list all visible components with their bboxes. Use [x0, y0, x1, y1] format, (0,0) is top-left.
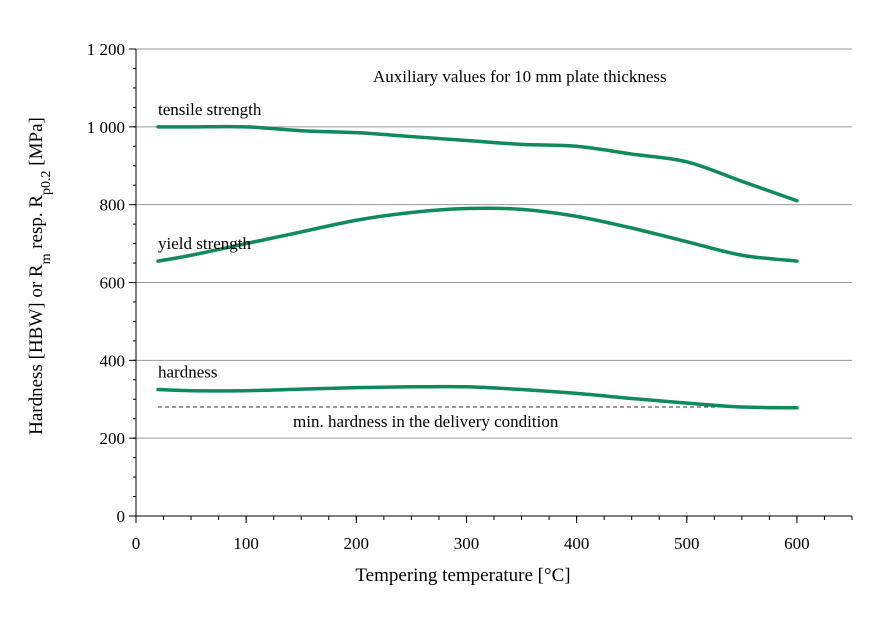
- series-labels: tensile strength yield strength hardness: [158, 100, 262, 382]
- x-tick-label: 500: [674, 534, 700, 553]
- reference-line-label: min. hardness in the delivery condition: [293, 412, 559, 431]
- x-tick-label: 600: [784, 534, 810, 553]
- tensile-strength-label: tensile strength: [158, 100, 262, 119]
- y-axis-title: Hardness [HBW] or Rm resp. Rp0.2 [MPa]: [26, 117, 54, 435]
- x-tick-label: 0: [132, 534, 141, 553]
- y-tick-label: 600: [100, 274, 126, 293]
- x-tick-label: 200: [344, 534, 370, 553]
- y-tick-label: 200: [100, 429, 126, 448]
- series-group: [156, 124, 799, 410]
- reference-line-group: min. hardness in the delivery condition: [158, 406, 797, 431]
- hardness-label: hardness: [158, 363, 217, 382]
- x-tick-labels: 0 100 200 300 400 500 600: [132, 516, 810, 553]
- x-axis-title: Tempering temperature [°C]: [355, 565, 570, 586]
- y-tick-label: 1 000: [87, 118, 125, 137]
- x-tick-label: 100: [233, 534, 259, 553]
- x-tick-label: 400: [564, 534, 590, 553]
- y-tick-label: 800: [100, 196, 126, 215]
- y-tick-labels: 0 200 400 600 800 1 000 1 200: [87, 40, 136, 526]
- yield-strength-line: [156, 206, 799, 263]
- x-tick-label: 300: [454, 534, 480, 553]
- yield-strength-label: yield strength: [158, 234, 252, 253]
- chart-title: Auxiliary values for 10 mm plate thickne…: [373, 67, 667, 86]
- y-tick-label: 0: [117, 507, 126, 526]
- y-tick-label: 1 200: [87, 40, 125, 59]
- minor-ticks: [133, 48, 853, 520]
- hardness-line: [156, 384, 799, 410]
- tensile-strength-line: [156, 124, 799, 203]
- y-tick-label: 400: [100, 351, 126, 370]
